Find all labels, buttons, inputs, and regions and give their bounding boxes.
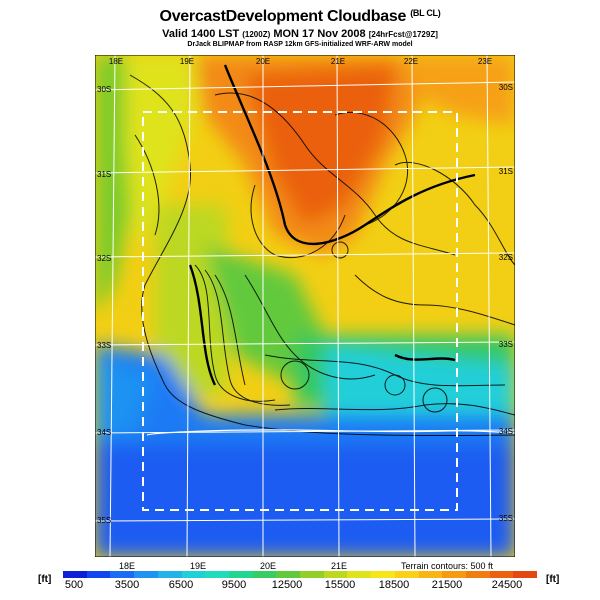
colorbar-swatch	[63, 571, 87, 578]
right-lat-label: 31S	[499, 167, 513, 176]
title-tag: (BL CL)	[410, 8, 441, 18]
top-lon-label: 18E	[109, 57, 123, 66]
colorbar-swatch	[418, 571, 443, 578]
colorbar-swatch	[276, 571, 301, 578]
right-lat-label: 33S	[499, 340, 513, 349]
colorbar-swatch	[323, 571, 348, 578]
coastline	[146, 429, 515, 436]
colorbar-swatch	[465, 571, 490, 578]
bottom-lon-label: 21E	[331, 561, 348, 571]
colorbar-swatch	[134, 571, 158, 578]
bottom-lon-label: 18E	[119, 561, 136, 571]
colorbar-tick-label: 15500	[324, 579, 356, 591]
colorbar-swatch	[228, 571, 253, 578]
colorbar-swatch	[394, 571, 419, 578]
map-plot: 18E 19E 20E 21E 22E 23E 30S 31S 32S 33S …	[95, 55, 515, 557]
valid-main: Valid 1400 LST	[162, 28, 240, 40]
left-lat-label: 34S	[97, 428, 111, 437]
colorbar-labels: 500 3500 6500 9500 12500 15500 18500 215…	[63, 579, 537, 593]
colorbar-tick-label: 3500	[114, 579, 140, 591]
colorbar-tick-label: 9500	[221, 579, 247, 591]
valid-date: MON 17 Nov 2008	[273, 28, 366, 40]
colorbar-swatch	[181, 571, 206, 578]
model-credit: DrJack BLIPMAP from RASP 12km GFS-initia…	[187, 41, 413, 48]
terrain-note: Terrain contours: 500 ft	[401, 561, 494, 571]
colorbar-swatch	[300, 571, 324, 578]
left-lat-label: 35S	[97, 516, 111, 525]
bottom-lon-label: 20E	[260, 561, 277, 571]
top-lon-label: 23E	[478, 57, 492, 66]
colorbar	[63, 571, 538, 578]
left-lat-label: 31S	[97, 170, 111, 179]
right-lat-label: 34S	[499, 427, 513, 436]
colorbar-swatch	[110, 571, 135, 578]
title-text: OvercastDevelopment Cloudbase	[159, 8, 407, 25]
right-lat-label: 35S	[499, 514, 513, 523]
colorbar-tick-label: 500	[64, 579, 84, 591]
top-lon-label: 22E	[404, 57, 418, 66]
colorbar-swatch	[347, 571, 372, 578]
unit-label-right: [ft]	[546, 574, 560, 585]
colorbar-tick-label: 24500	[491, 579, 523, 591]
right-lat-label: 30S	[499, 83, 513, 92]
left-lat-label: 30S	[97, 85, 111, 94]
left-lat-label: 32S	[97, 254, 111, 263]
colorbar-swatch	[252, 571, 277, 578]
top-lon-label: 19E	[180, 57, 194, 66]
right-lat-label: 32S	[499, 253, 513, 262]
colorbar-swatch	[86, 571, 111, 578]
colorbar-swatch	[371, 571, 395, 578]
valid-forecast: [24hrFcst@1729Z]	[368, 30, 438, 39]
colorbar-tick-label: 21500	[431, 579, 463, 591]
left-lat-label: 33S	[97, 341, 111, 350]
colorbar-tick-label: 18500	[378, 579, 410, 591]
colorbar-swatch	[442, 571, 466, 578]
colorbar-tick-label: 12500	[271, 579, 303, 591]
colorbar-swatch	[205, 571, 229, 578]
top-lon-label: 20E	[256, 57, 270, 66]
valid-code: (1200Z)	[242, 30, 271, 39]
colorbar-swatch	[157, 571, 182, 578]
unit-label-left: [ft]	[38, 574, 52, 585]
valid-time: Valid 1400 LST (1200Z) MON 17 Nov 2008 […	[0, 28, 600, 40]
colorbar-tick-label: 6500	[168, 579, 194, 591]
top-lon-label: 21E	[331, 57, 345, 66]
domain-boundary	[142, 111, 458, 511]
bottom-lon-label: 19E	[190, 561, 207, 571]
colorbar-swatch	[489, 571, 514, 578]
chart-title: OvercastDevelopment Cloudbase (BL CL)	[0, 8, 600, 26]
colorbar-swatch	[513, 571, 538, 578]
